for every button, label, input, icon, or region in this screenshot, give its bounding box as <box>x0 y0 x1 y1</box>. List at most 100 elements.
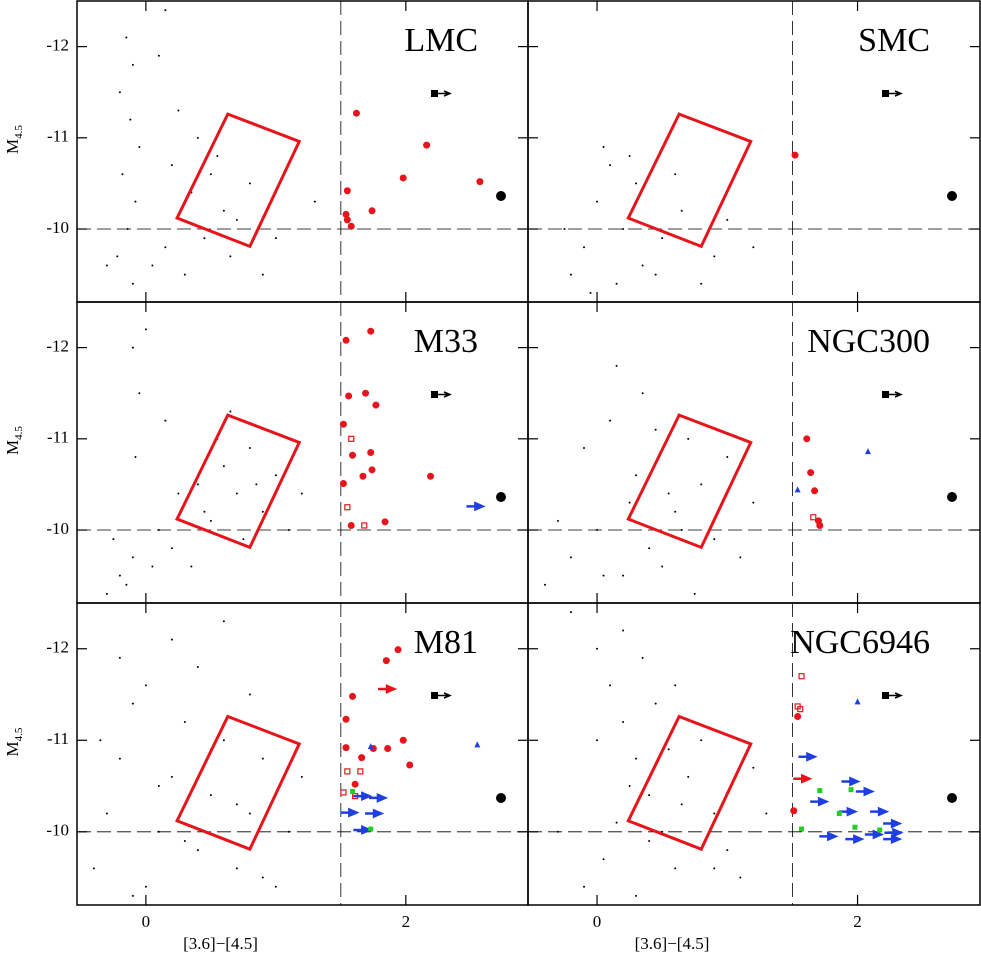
panel: -12 -11 -10 LMC M4.5 <box>3 0 529 303</box>
source <box>798 751 818 762</box>
panel: SMC <box>527 0 981 303</box>
star <box>235 492 238 495</box>
star <box>183 273 186 276</box>
star <box>209 794 212 797</box>
source <box>368 207 376 215</box>
star <box>602 574 605 577</box>
star <box>556 830 559 833</box>
star <box>635 182 638 185</box>
source <box>382 657 390 665</box>
source <box>368 466 376 474</box>
star <box>151 264 154 267</box>
panel: 0 2 NGC6946 [3.6]−[4.5] <box>527 602 981 953</box>
star <box>615 282 618 285</box>
panel-label: NGC6946 <box>790 624 930 661</box>
star <box>648 794 651 797</box>
star <box>752 501 755 504</box>
star <box>144 684 147 687</box>
source <box>339 420 347 428</box>
star <box>144 328 147 331</box>
source <box>343 216 351 224</box>
source <box>342 744 350 752</box>
plot-area <box>77 603 528 905</box>
star <box>713 255 716 258</box>
selection-box <box>175 112 302 249</box>
indicator-square <box>431 90 438 97</box>
star <box>248 693 251 696</box>
star <box>700 739 703 742</box>
star <box>190 565 193 568</box>
source <box>344 504 351 511</box>
star <box>203 510 206 513</box>
x-tick-label: 2 <box>853 912 862 931</box>
star <box>602 145 605 148</box>
star <box>622 228 625 231</box>
source <box>352 109 360 117</box>
star <box>157 830 160 833</box>
source <box>340 807 360 818</box>
star <box>693 592 696 595</box>
source <box>793 773 813 784</box>
star <box>196 483 199 486</box>
star <box>596 647 599 650</box>
star <box>313 200 316 203</box>
source <box>811 487 819 495</box>
indicator-square <box>431 692 438 699</box>
y-tick-label: -10 <box>46 218 69 237</box>
panel-label: SMC <box>858 22 930 59</box>
star <box>628 501 631 504</box>
star <box>287 830 290 833</box>
star <box>235 867 238 870</box>
indicator-circle <box>947 492 957 502</box>
star <box>654 702 657 705</box>
source <box>794 712 802 720</box>
star <box>569 273 572 276</box>
star <box>170 775 173 778</box>
panel: -12 -11 -10 M33 M4.5 <box>3 301 529 604</box>
star <box>609 164 612 167</box>
star <box>615 364 618 367</box>
source <box>361 522 368 529</box>
star <box>300 775 303 778</box>
star <box>183 839 186 842</box>
star <box>118 656 121 659</box>
source <box>841 776 861 787</box>
star <box>216 155 219 158</box>
star <box>261 273 264 276</box>
source <box>884 827 904 838</box>
source <box>427 472 435 480</box>
star <box>196 849 199 852</box>
indicator-square <box>882 90 889 97</box>
source <box>357 768 364 775</box>
star <box>157 529 160 532</box>
source <box>864 448 871 455</box>
star <box>596 739 599 742</box>
star <box>274 474 277 477</box>
star <box>229 410 232 413</box>
star <box>105 812 108 815</box>
source <box>816 521 824 529</box>
indicator-square <box>882 692 889 699</box>
star <box>287 529 290 532</box>
star <box>641 392 644 395</box>
panel-label: M33 <box>414 323 478 360</box>
y-tick-label: -11 <box>47 729 69 748</box>
source <box>794 486 801 493</box>
indicator-arrow <box>438 90 452 97</box>
source <box>384 745 392 753</box>
source <box>864 829 885 840</box>
source <box>855 786 875 797</box>
star <box>583 246 586 249</box>
star <box>138 145 141 148</box>
star <box>726 218 729 221</box>
star <box>105 592 108 595</box>
star <box>222 620 225 623</box>
star <box>177 492 180 495</box>
star <box>118 757 121 760</box>
star <box>105 264 108 267</box>
source <box>877 827 883 833</box>
star <box>674 173 677 176</box>
source <box>399 174 407 182</box>
star <box>92 867 95 870</box>
